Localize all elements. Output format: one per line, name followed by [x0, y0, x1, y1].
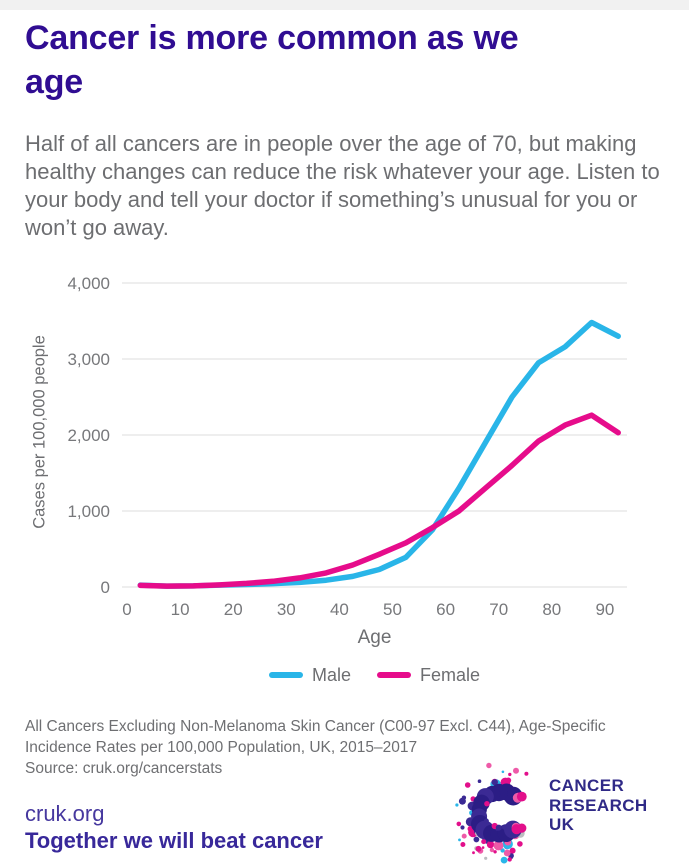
- logo-dot: [524, 771, 529, 776]
- logo-dot: [475, 845, 482, 852]
- logo-dot: [521, 792, 527, 799]
- y-tick-label: 3,000: [67, 350, 110, 369]
- intro-paragraph: Half of all cancers are in people over t…: [25, 131, 660, 240]
- male-swatch-icon: [268, 672, 303, 678]
- x-tick-label: 40: [330, 600, 349, 619]
- top-strip: [0, 0, 689, 10]
- logo-dot: [461, 833, 467, 839]
- logo-dot: [460, 842, 466, 847]
- logo-line: UK: [549, 815, 575, 834]
- x-tick-label: 80: [542, 600, 561, 619]
- legend-item-male: Male: [268, 664, 351, 686]
- logo-dot: [455, 803, 459, 807]
- logo-dot: [503, 849, 511, 857]
- logo-dot: [484, 801, 490, 807]
- legend-label: Male: [311, 664, 351, 685]
- logo-dot: [461, 795, 467, 800]
- logo-dot: [513, 767, 519, 774]
- logo-dot: [456, 821, 462, 827]
- footnote-line: Incidence Rates per 100,000 Population, …: [25, 739, 418, 756]
- logo-dot: [489, 847, 495, 853]
- chart-legend: Male Female: [122, 662, 627, 688]
- logo-dot: [473, 836, 480, 843]
- logo-dot: [481, 839, 487, 845]
- cruk-tagline: Together we will beat cancer: [25, 828, 323, 853]
- logo-dot: [483, 818, 489, 824]
- logo-dot: [486, 762, 492, 769]
- female-swatch-icon: [376, 672, 411, 678]
- logo-dot: [481, 846, 485, 849]
- age-incidence-chart: Cases per 100,000 people 0 1,000 2,000 3,00…: [0, 255, 689, 700]
- x-tick-label: 0: [122, 600, 131, 619]
- logo-dot: [495, 824, 502, 831]
- logo-dot: [458, 838, 461, 842]
- source-footnote: All Cancers Excluding Non-Melanoma Skin …: [25, 716, 665, 779]
- legend-label: Female: [419, 664, 481, 685]
- x-tick-label: 90: [595, 600, 614, 619]
- x-tick-label: 70: [489, 600, 508, 619]
- logo-dot: [486, 840, 495, 849]
- y-tick-label: 2,000: [67, 426, 110, 445]
- logo-dot: [464, 782, 471, 788]
- female-line: [137, 412, 621, 589]
- logo-dot: [472, 851, 475, 855]
- logo-dot: [484, 856, 488, 860]
- x-tick-label: 10: [171, 600, 190, 619]
- logo-line: RESEARCH: [549, 795, 648, 815]
- logo-dot: [493, 840, 504, 851]
- logo-dot: [517, 841, 523, 847]
- logo-dot: [491, 779, 498, 786]
- chart-canvas: 0 1,000 2,000 3,000 4,000 0 10 20 30 40 50 60 70 80 90…: [67, 274, 627, 648]
- legend-item-female: Female: [376, 664, 481, 686]
- footnote-line: All Cancers Excluding Non-Melanoma Skin …: [25, 718, 606, 735]
- cruk-logo-text: CANCER RESEARCH UK: [549, 776, 648, 835]
- logo-dot: [509, 847, 516, 854]
- logo-dot: [502, 825, 506, 830]
- logo-dot: [501, 770, 505, 774]
- footnote-line: Source: cruk.org/cancerstats: [25, 760, 223, 777]
- y-tick-label: 4,000: [67, 274, 110, 293]
- y-tick-label: 0: [101, 578, 110, 597]
- logo-dot: [460, 825, 465, 830]
- x-tick-label: 30: [277, 600, 296, 619]
- logo-dot: [500, 856, 508, 864]
- page-title: Cancer is more common as we age: [25, 19, 519, 101]
- logo-dot: [477, 779, 482, 783]
- logo-dot: [507, 857, 512, 862]
- x-axis-title: Age: [358, 627, 392, 648]
- cruk-logo: CANCER RESEARCH UK: [452, 762, 689, 865]
- cruk-dotted-c-icon: [455, 762, 529, 864]
- x-tick-label: 20: [224, 600, 243, 619]
- x-tick-label: 60: [436, 600, 455, 619]
- logo-dot: [493, 850, 497, 854]
- cruk-url-link[interactable]: cruk.org: [25, 801, 105, 826]
- y-tick-label: 1,000: [67, 502, 110, 521]
- logo-dot: [508, 772, 512, 777]
- male-line: [137, 319, 621, 589]
- logo-dot: [517, 823, 527, 833]
- x-tick-label: 50: [383, 600, 402, 619]
- logo-line: CANCER: [549, 776, 625, 795]
